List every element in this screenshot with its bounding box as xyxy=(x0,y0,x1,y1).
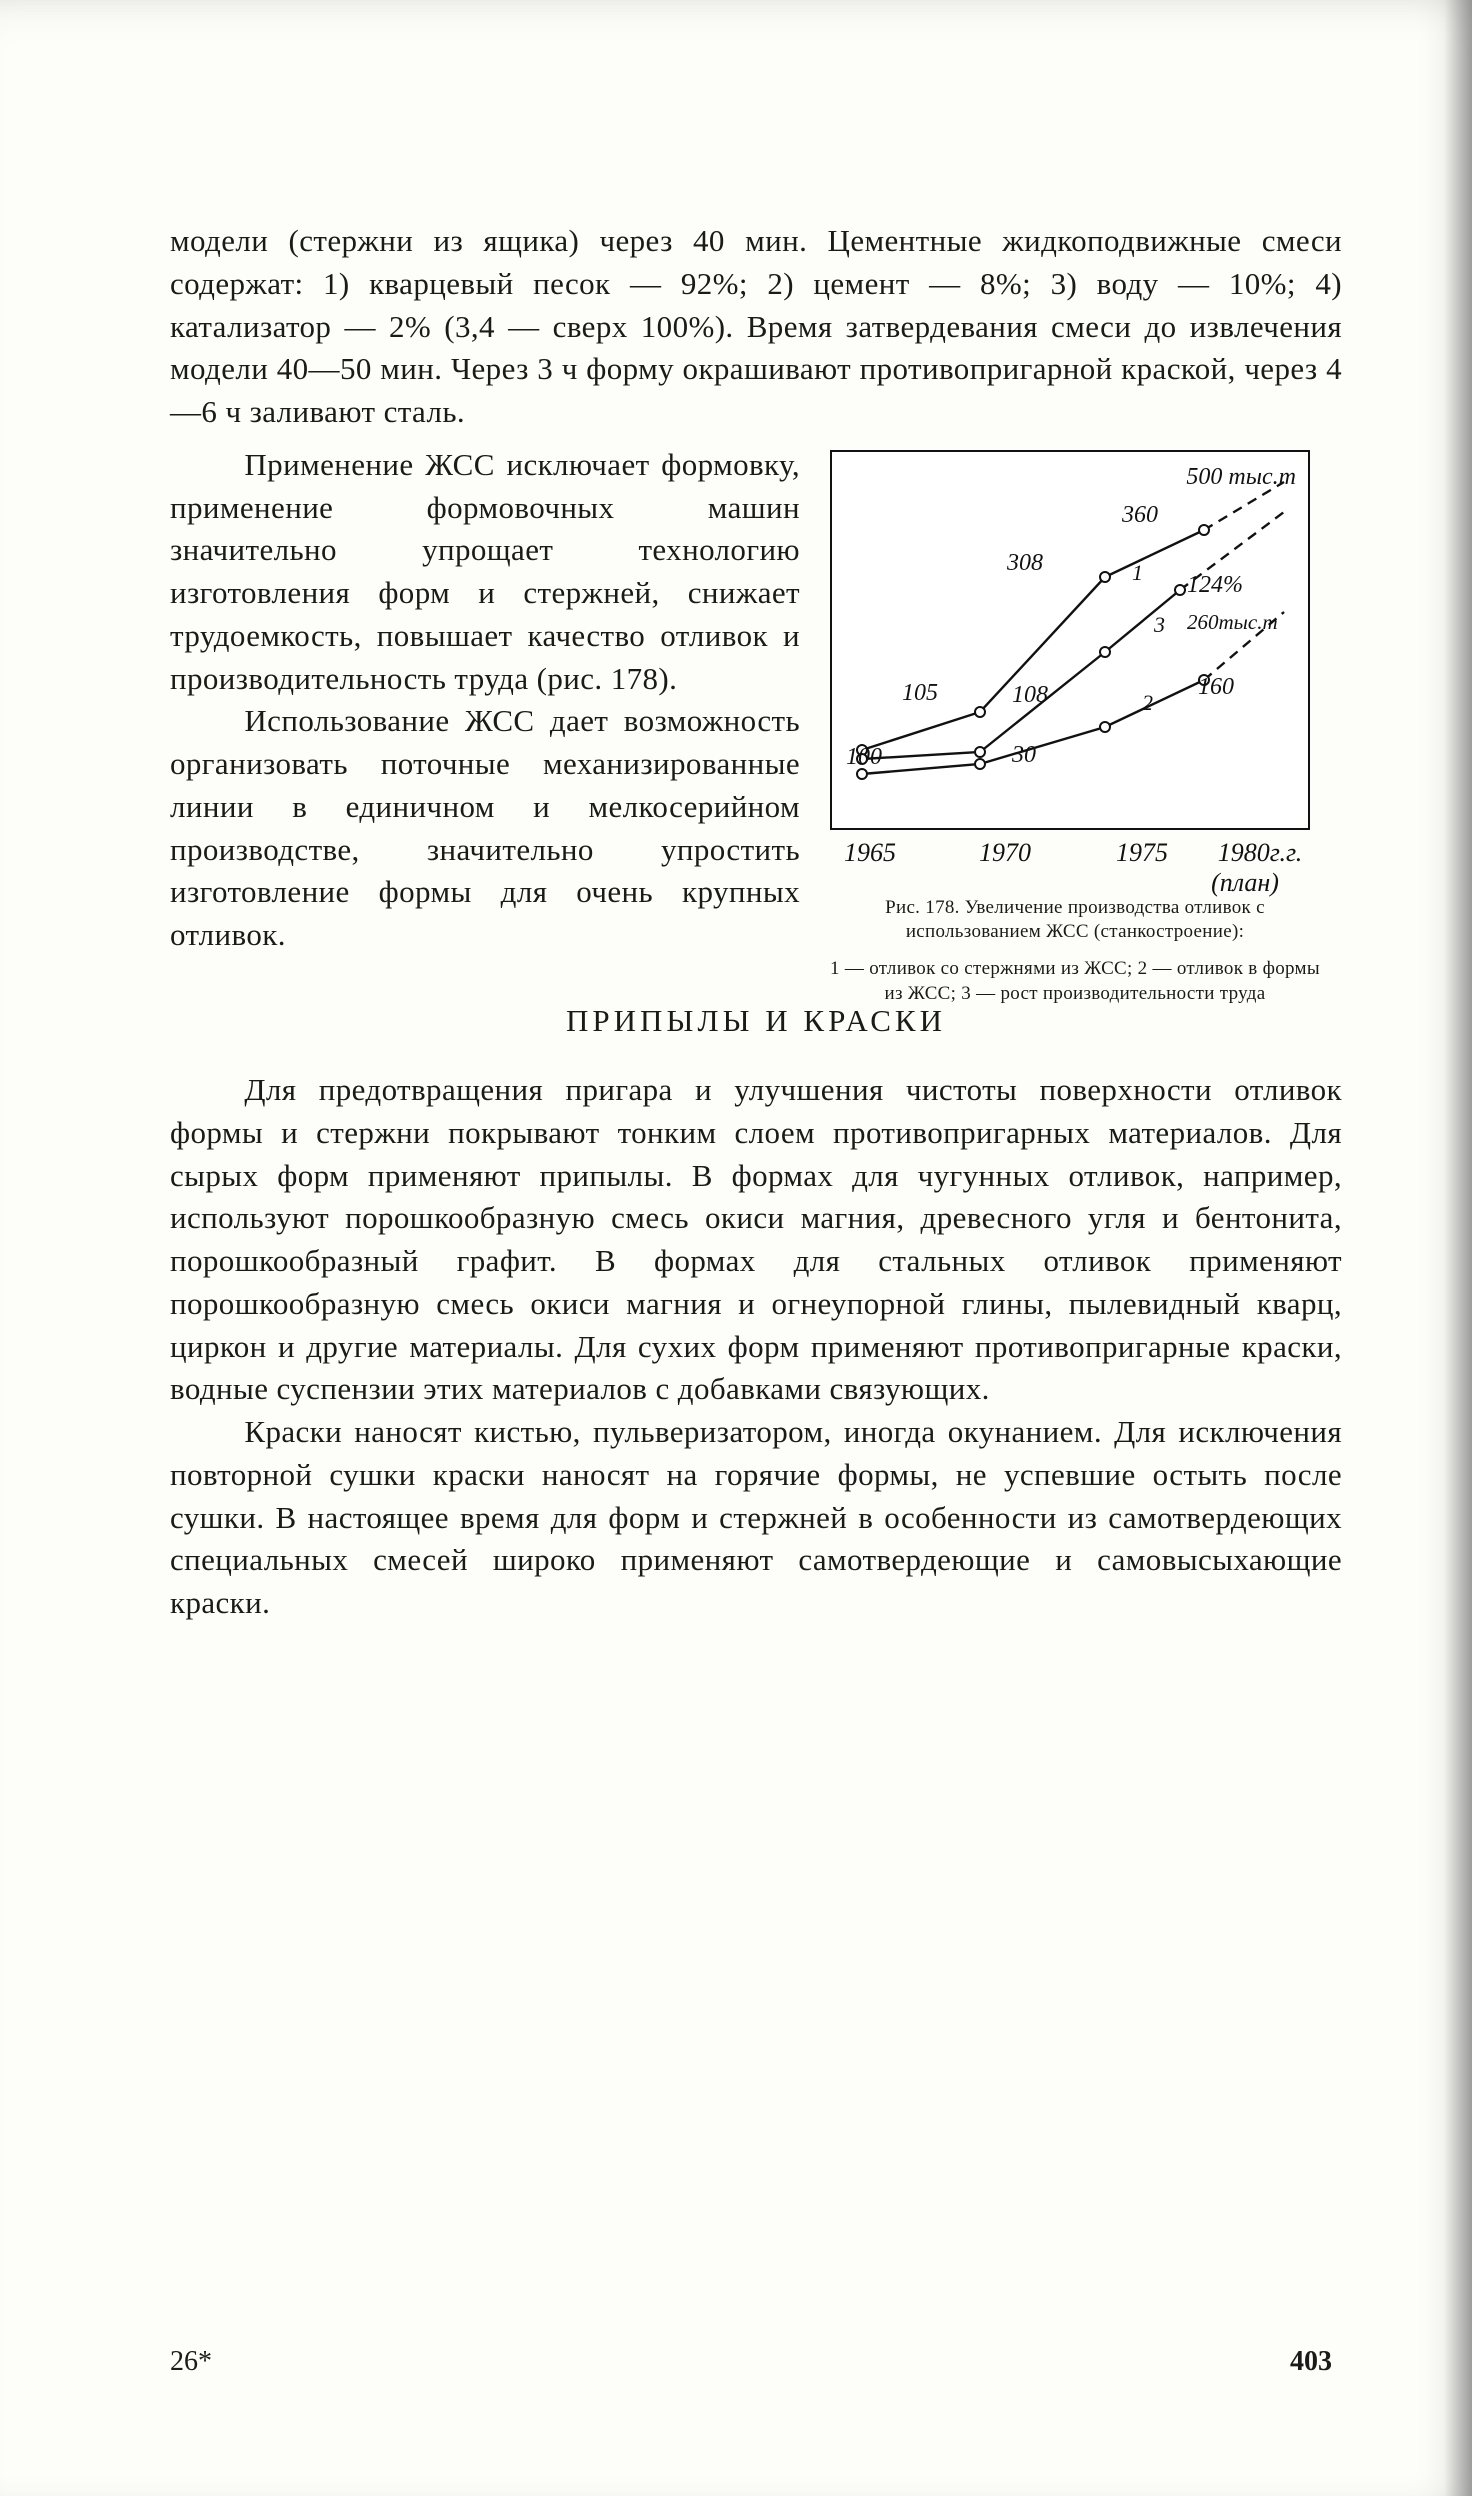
label-124pct: 124% xyxy=(1187,572,1243,599)
signature-mark: 26* xyxy=(170,2346,212,2378)
label-360: 360 xyxy=(1122,502,1158,529)
label-108: 108 xyxy=(1012,682,1048,709)
x-tick-1965: 1965 xyxy=(844,838,896,868)
curve-id-2: 2 xyxy=(1142,690,1153,716)
label-260: 260тыс.т xyxy=(1187,610,1278,635)
x-sublabel: (план) xyxy=(1211,868,1279,898)
label-105: 105 xyxy=(902,680,938,707)
top-paragraph: модели (стержни из ящика) через 40 мин. … xyxy=(170,220,1342,434)
wrap-paragraph-2: Использование ЖСС дает возможность орган… xyxy=(170,700,800,957)
wrap-paragraph-1: Применение ЖСС исключает формовку, приме… xyxy=(170,444,800,701)
body-paragraph-2: Краски наносят кистью, пульверизатором, … xyxy=(170,1411,1342,1625)
curve-id-1: 1 xyxy=(1132,560,1143,586)
label-160: 160 xyxy=(1198,674,1234,701)
chart-svg xyxy=(832,452,1308,828)
figure-178: 500 тыс.т 360 308 1 124% 3 260тыс.т 105 … xyxy=(830,450,1320,1006)
label-308: 308 xyxy=(1007,550,1043,577)
chart-frame: 500 тыс.т 360 308 1 124% 3 260тыс.т 105 … xyxy=(830,450,1310,830)
x-tick-1975: 1975 xyxy=(1116,838,1168,868)
scan-edge-shadow xyxy=(1444,0,1472,2496)
curve-id-3: 3 xyxy=(1154,612,1165,638)
page-number: 403 xyxy=(1290,2346,1332,2378)
x-tick-1980: 1980г.г. xyxy=(1218,838,1303,868)
figure-caption: Рис. 178. Увеличение производства отливо… xyxy=(830,896,1320,944)
y-label-top: 500 тыс.т xyxy=(1186,464,1296,491)
body-paragraph-1: Для предотвращения пригара и улучшения ч… xyxy=(170,1069,1342,1411)
label-30: 30 xyxy=(1012,742,1036,769)
figure-legend: 1 — отливок со стержнями из ЖСС; 2 — отл… xyxy=(830,957,1320,1006)
y-label-100: 100 xyxy=(846,744,882,771)
section-heading: ПРИПЫЛЫ И КРАСКИ xyxy=(170,1003,1342,1039)
x-tick-1970: 1970 xyxy=(979,838,1031,868)
